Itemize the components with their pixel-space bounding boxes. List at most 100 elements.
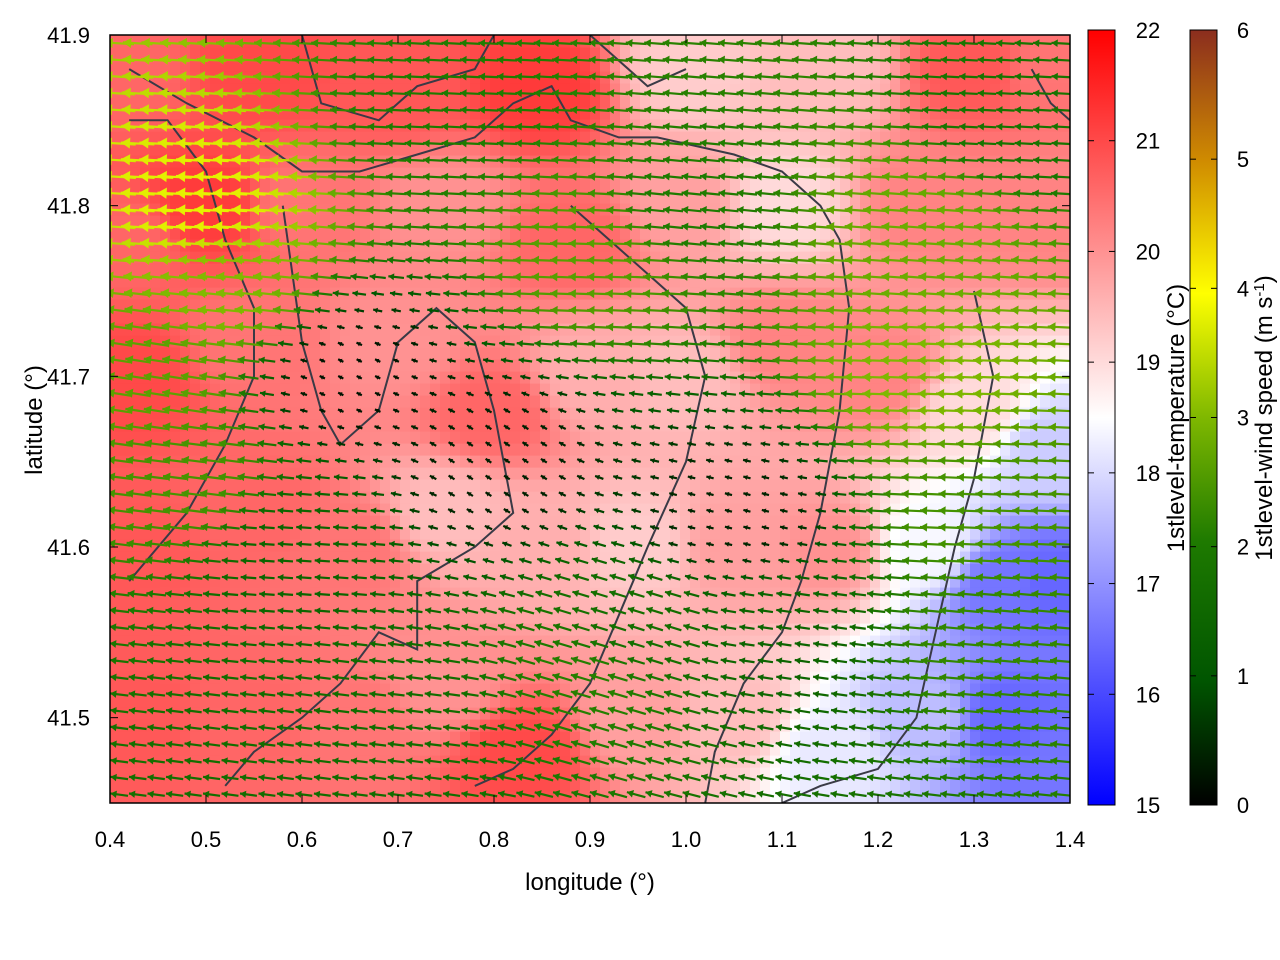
heat-cell — [370, 263, 381, 276]
heat-cell — [470, 647, 481, 660]
heat-cell — [590, 707, 601, 720]
heat-cell — [800, 467, 811, 480]
heat-cell — [630, 191, 641, 204]
heat-cell — [850, 467, 861, 480]
heat-cell — [330, 95, 341, 108]
heat-cell — [440, 731, 451, 744]
heat-cell — [330, 479, 341, 492]
heat-cell — [700, 791, 711, 803]
heat-cell — [530, 335, 541, 348]
heat-cell — [570, 623, 581, 636]
heat-cell — [300, 323, 311, 336]
heat-cell — [370, 611, 381, 624]
heat-cell — [640, 263, 651, 276]
heat-cell — [600, 323, 611, 336]
heat-cell — [160, 707, 171, 720]
heat-cell — [850, 59, 861, 72]
heat-cell — [380, 251, 391, 264]
heat-cell — [660, 275, 671, 288]
heat-cell — [360, 671, 371, 684]
heat-cell — [190, 59, 201, 72]
heat-cell — [440, 167, 451, 180]
heat-cell — [790, 599, 801, 612]
heat-cell — [440, 59, 451, 72]
heat-cell — [380, 719, 391, 732]
heat-cell — [710, 515, 721, 528]
heat-cell — [170, 347, 181, 360]
heat-cell — [240, 395, 251, 408]
heat-cell — [220, 527, 231, 540]
heat-cell — [110, 563, 121, 576]
heat-cell — [720, 383, 731, 396]
heat-cell — [380, 167, 391, 180]
heat-cell — [730, 491, 741, 504]
heat-cell — [520, 227, 531, 240]
heat-cell — [780, 107, 791, 120]
heat-cell — [620, 419, 631, 432]
heat-cell — [850, 431, 861, 444]
heat-cell — [470, 443, 481, 456]
heat-cell — [540, 467, 551, 480]
heat-cell — [820, 419, 831, 432]
heat-cell — [360, 599, 371, 612]
heat-cell — [860, 695, 871, 708]
heat-cell — [840, 179, 851, 192]
heat-cell — [560, 443, 571, 456]
heat-cell — [530, 599, 541, 612]
heat-cell — [210, 383, 221, 396]
heat-cell — [620, 35, 631, 48]
heat-cell — [360, 527, 371, 540]
heat-cell — [690, 275, 701, 288]
heat-cell — [810, 515, 821, 528]
heat-cell — [780, 575, 791, 588]
heat-cell — [780, 251, 791, 264]
heat-cell — [250, 575, 261, 588]
heat-cell — [850, 83, 861, 96]
heat-cell — [760, 719, 771, 732]
heat-cell — [680, 383, 691, 396]
heat-cell — [230, 647, 241, 660]
heat-cell — [190, 299, 201, 312]
heat-cell — [390, 263, 401, 276]
heat-cell — [840, 791, 851, 803]
heat-cell — [540, 659, 551, 672]
heat-cell — [400, 563, 411, 576]
heat-cell — [390, 107, 401, 120]
heat-cell — [510, 311, 521, 324]
heat-cell — [880, 635, 891, 648]
heat-cell — [670, 431, 681, 444]
heat-cell — [770, 719, 781, 732]
heat-cell — [430, 251, 441, 264]
heat-cell — [450, 563, 461, 576]
heat-cell — [260, 95, 271, 108]
heat-cell — [450, 407, 461, 420]
heat-cell — [380, 707, 391, 720]
heat-cell — [720, 791, 731, 803]
heat-cell — [620, 503, 631, 516]
heat-cell — [560, 311, 571, 324]
heat-cell — [860, 131, 871, 144]
heat-cell — [720, 395, 731, 408]
heat-cell — [280, 107, 291, 120]
heat-cell — [130, 599, 141, 612]
heat-cell — [360, 335, 371, 348]
heat-cell — [200, 179, 211, 192]
heat-cell — [210, 467, 221, 480]
heat-cell — [460, 743, 471, 756]
heat-cell — [120, 599, 131, 612]
heat-cell — [320, 395, 331, 408]
heat-cell — [440, 407, 451, 420]
heat-cell — [550, 731, 561, 744]
heat-cell — [840, 599, 851, 612]
heat-cell — [380, 479, 391, 492]
heat-cell — [170, 95, 181, 108]
heat-cell — [620, 167, 631, 180]
heat-cell — [650, 659, 661, 672]
heat-cell — [110, 599, 121, 612]
heat-cell — [290, 551, 301, 564]
heat-cell — [650, 791, 661, 803]
heat-cell — [390, 611, 401, 624]
heat-cell — [360, 467, 371, 480]
heat-cell — [650, 527, 661, 540]
heat-cell — [640, 695, 651, 708]
